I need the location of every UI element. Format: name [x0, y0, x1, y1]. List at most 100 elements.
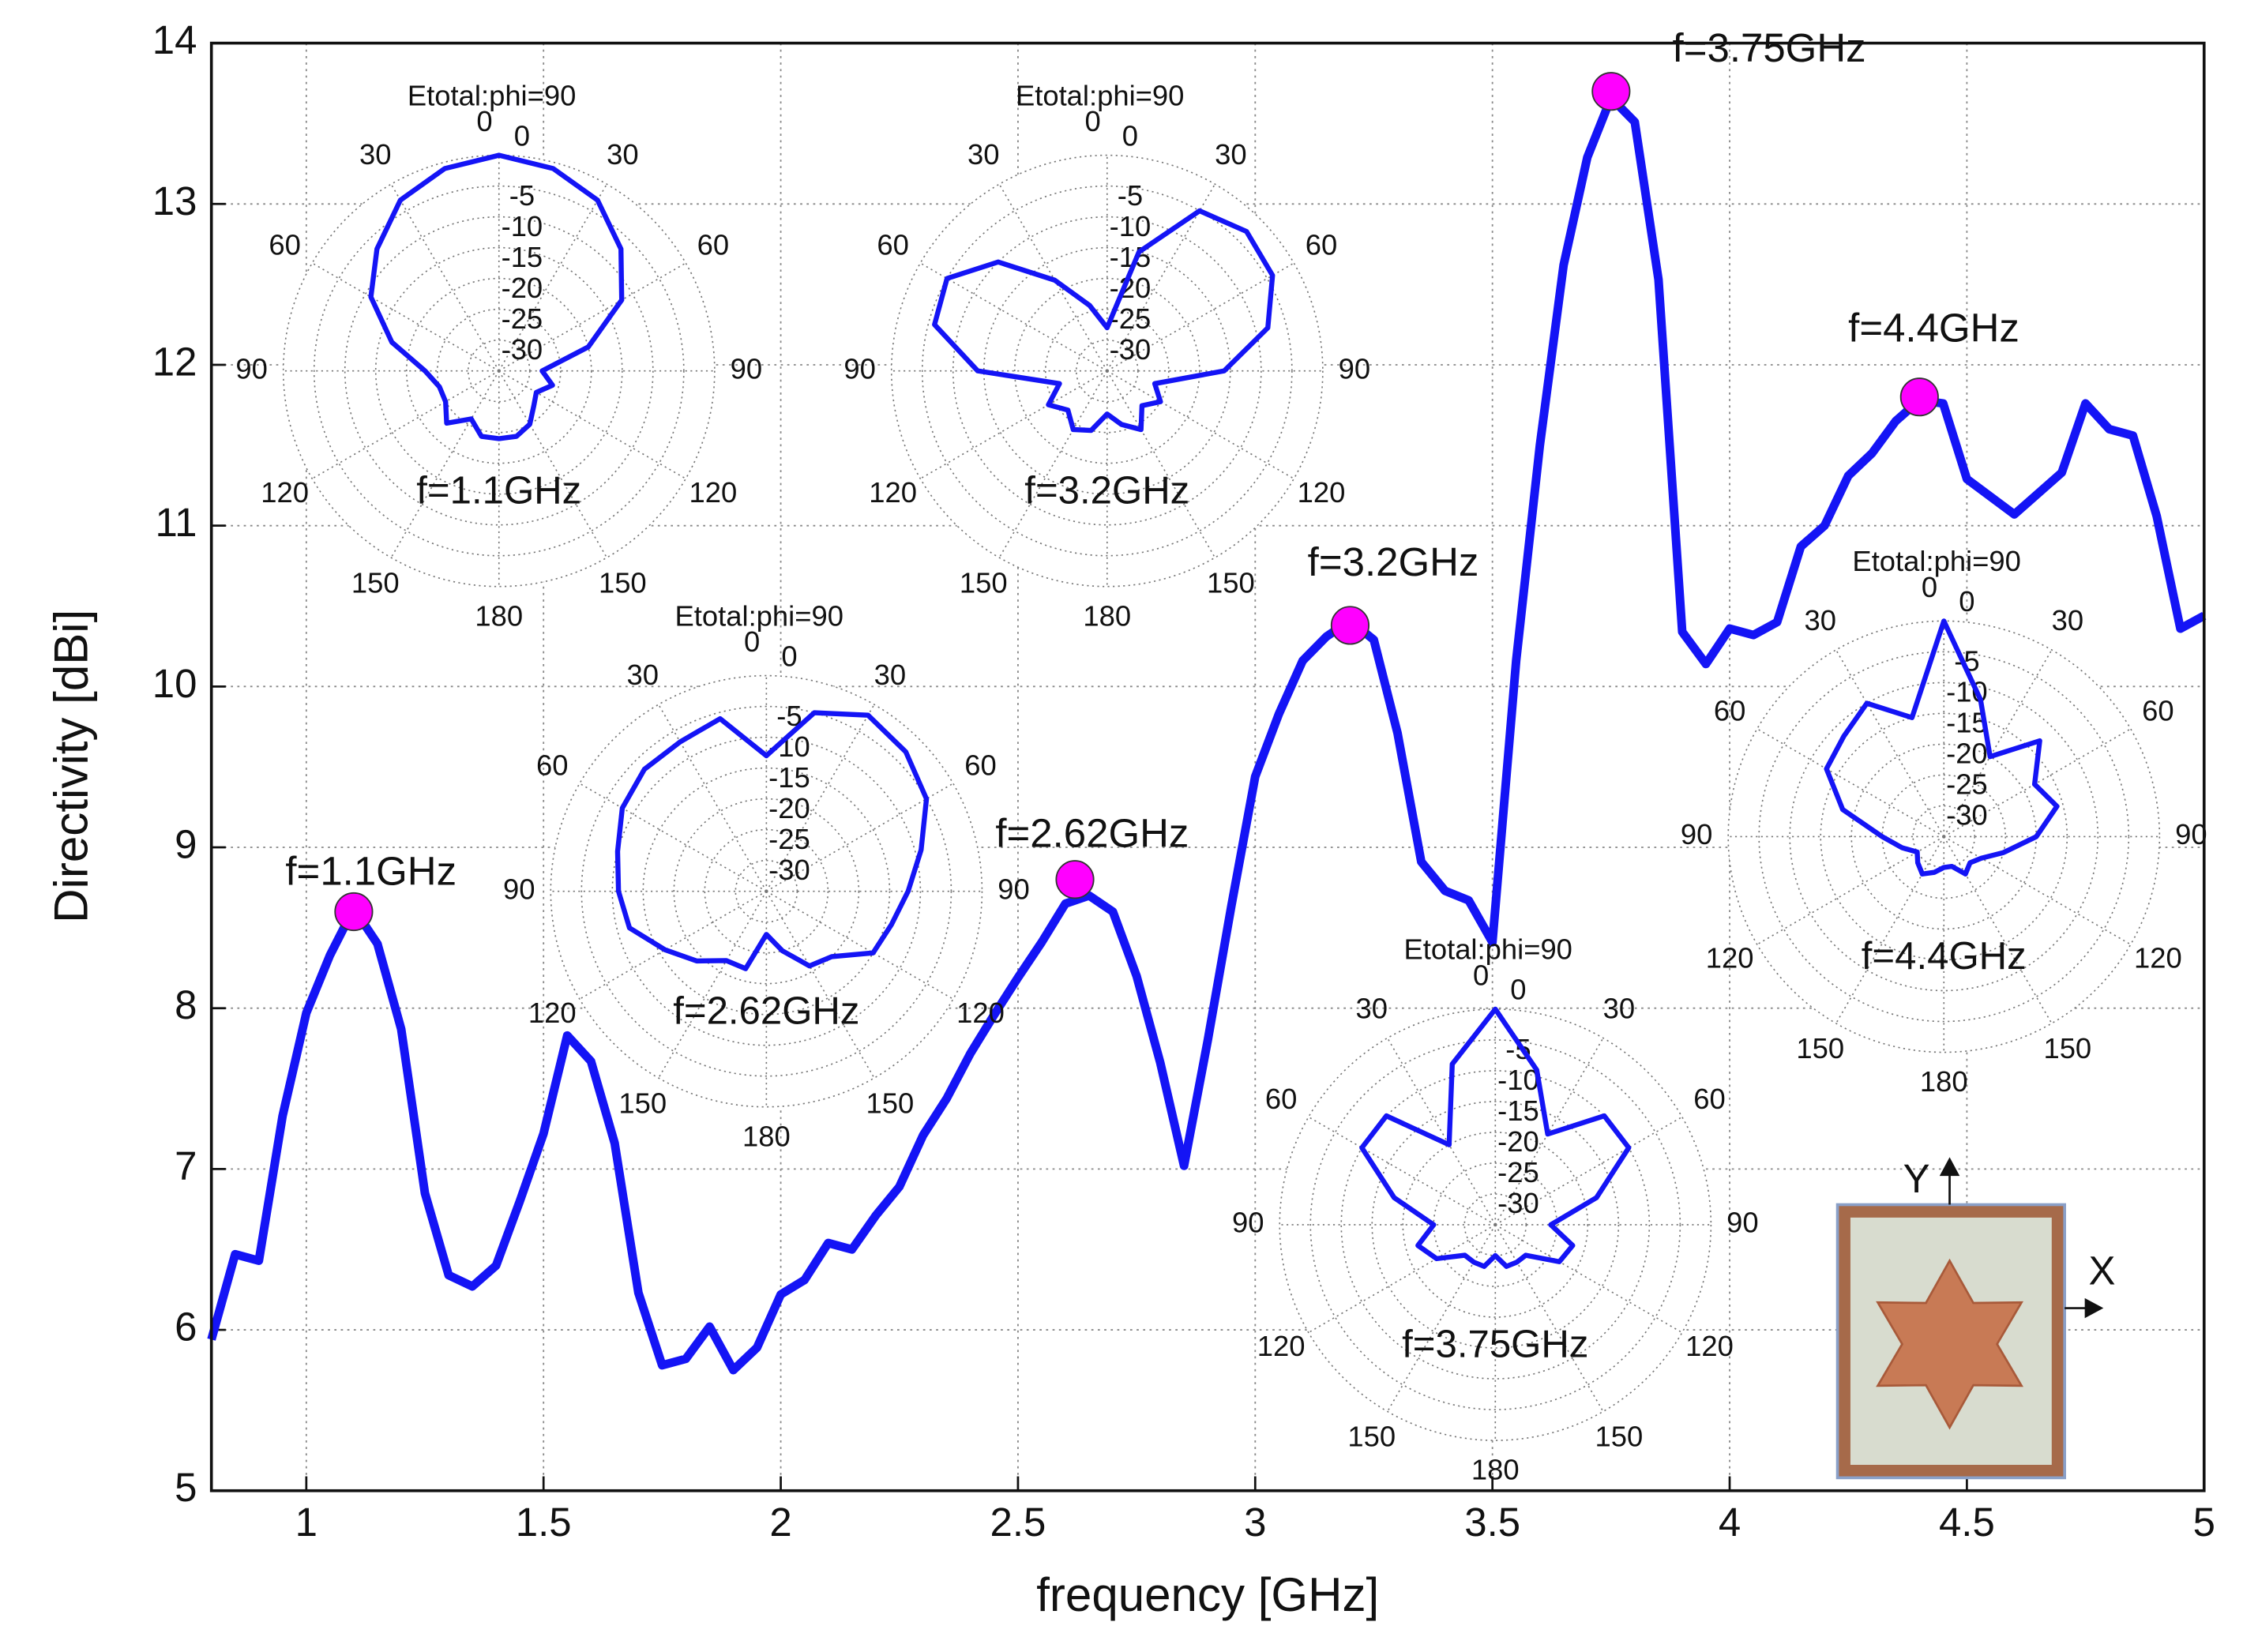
y-tick-label: 5 — [175, 1465, 197, 1510]
polar-radial-label: -10 — [502, 210, 543, 242]
data: f=1.1GHz f=2.62GHz f=3.2GHz f=3.75GHz f=4.4G… — [207, 25, 2207, 1375]
polar-angle-label: 150 — [351, 566, 400, 599]
polar-angle-label: 90 — [998, 873, 1029, 905]
polar-angle-label: 0 — [1473, 959, 1489, 991]
polar-radial-label: 0 — [1959, 585, 1974, 618]
plot-frame — [209, 41, 2206, 1492]
polar-ring — [1789, 681, 2099, 992]
polar-title: Etotal:phi=90 — [675, 599, 843, 632]
polar-ring — [1309, 1039, 1681, 1410]
polar-angle-label: 120 — [956, 997, 1005, 1029]
photo-x-label: X — [2089, 1248, 2116, 1293]
y-tick-label: 7 — [175, 1143, 197, 1188]
polar-ring — [1075, 339, 1139, 403]
antenna-photo: Y X — [1835, 1156, 2116, 1480]
peak-marker — [334, 892, 374, 932]
polar-frequency-label: f=3.2GHz — [1024, 469, 1189, 512]
polar-ring — [1402, 1132, 1589, 1318]
polar-radial-label: -10 — [1110, 210, 1152, 242]
polar-title: Etotal:phi=90 — [408, 79, 576, 111]
polar-angle-label: 90 — [1339, 352, 1370, 385]
polar-angle-label: 60 — [1693, 1083, 1725, 1115]
polar-angle-label: 90 — [1681, 818, 1712, 850]
polar-ring — [1463, 1193, 1527, 1256]
polar-angle-label: 30 — [2052, 604, 2083, 636]
polar-angle-label: 150 — [1347, 1421, 1396, 1453]
polar-radial-label: -15 — [502, 241, 543, 273]
polar-radial-label: 0 — [514, 119, 530, 152]
y-axis-title: Directivity [dBi] — [45, 610, 98, 923]
polar-angle-label: 0 — [744, 625, 760, 658]
polar-angle-label: 30 — [1356, 992, 1388, 1024]
y-tick-label: 14 — [152, 17, 197, 62]
polar-pattern — [614, 710, 930, 971]
polar-inset: 03030606090901201201501501800-5-10-15-20… — [235, 79, 762, 632]
polar-angle-label: 120 — [1706, 942, 1754, 974]
polar-radial-label: -5 — [509, 179, 535, 212]
polar-ring — [436, 308, 562, 434]
polar-title: Etotal:phi=90 — [1016, 79, 1184, 111]
peak-label: f=3.75GHz — [1673, 25, 1866, 70]
polar-angle-label: 30 — [1215, 138, 1246, 171]
polar-ring — [704, 828, 829, 954]
polar-angle-label: 90 — [1726, 1207, 1758, 1239]
polar-angle-label: 150 — [1796, 1032, 1844, 1064]
polar-ring — [952, 216, 1262, 526]
polar-ring — [344, 216, 654, 526]
polar-angle-label: 150 — [2043, 1032, 2091, 1064]
polar-frequency-label: f=2.62GHz — [673, 989, 859, 1032]
polar-radial-label: 0 — [781, 640, 797, 672]
polar-ring — [1758, 651, 2130, 1023]
polar-radial-label: -15 — [1497, 1094, 1539, 1127]
polar-angle-label: 30 — [1603, 992, 1635, 1024]
y-tick-label: 8 — [175, 982, 197, 1027]
x-tick-label: 4 — [1719, 1500, 1741, 1545]
polar-angle-label: 120 — [2134, 942, 2182, 974]
polar-radial-label: -5 — [1505, 1033, 1531, 1065]
polar-angle-label: 150 — [599, 566, 647, 599]
polar-frequency-label: f=1.1GHz — [416, 469, 581, 512]
polar-radial-label: -30 — [502, 333, 543, 366]
polar-angle-label: 30 — [874, 659, 906, 691]
polar-radial-label: 0 — [1510, 974, 1526, 1006]
x-tick-label: 5 — [2193, 1500, 2215, 1545]
peak-marker — [1330, 606, 1370, 645]
polar-frequency-label: f=4.4GHz — [1862, 935, 2027, 978]
polar-angle-label: 30 — [359, 138, 391, 171]
polar-angle-label: 180 — [1471, 1454, 1520, 1486]
peak-marker — [1591, 72, 1631, 111]
fractal-patch — [1876, 1258, 2023, 1430]
polar-ring — [673, 798, 860, 985]
polar-angle-label: 120 — [689, 476, 738, 509]
y-arrowhead — [1939, 1157, 1960, 1177]
polar-ring — [1433, 1162, 1558, 1287]
polar-angle-label: 120 — [1685, 1330, 1734, 1362]
polar-frequency-label: f=3.75GHz — [1402, 1323, 1588, 1366]
polar-ring — [921, 185, 1293, 557]
x-tick-label: 3.5 — [1464, 1500, 1520, 1545]
directivity-line — [207, 93, 2207, 1375]
polar-ring — [1044, 308, 1170, 434]
peak-label: f=4.4GHz — [1848, 305, 2019, 350]
polar-ring — [1881, 774, 2007, 899]
polar-pattern — [1824, 618, 2060, 877]
polar-title: Etotal:phi=90 — [1852, 545, 2020, 577]
polar-angle-label: 180 — [742, 1120, 791, 1152]
polar-ring — [405, 277, 592, 464]
polar-inset: 03030606090901201201501501800-5-10-15-20… — [503, 599, 1030, 1152]
polar-angle-label: 120 — [1257, 1330, 1306, 1362]
polar-ring — [550, 674, 983, 1108]
polar-angle-label: 150 — [866, 1087, 915, 1119]
polar-angle-label: 60 — [1265, 1083, 1297, 1115]
y-tick-label: 11 — [156, 500, 197, 545]
peak-label: f=1.1GHz — [285, 849, 456, 894]
peak-label: f=3.2GHz — [1308, 539, 1479, 584]
polar-ring — [580, 705, 952, 1077]
polar-angle-label: 150 — [1207, 566, 1255, 599]
polar-radial-label: -10 — [1497, 1064, 1539, 1096]
x-axis-title: frequency [GHz] — [1036, 1568, 1379, 1621]
polar-angle-label: 30 — [627, 659, 659, 691]
polar-inset: 03030606090901201201501501800-5-10-15-20… — [1681, 545, 2207, 1098]
polar-angle-label: 120 — [1298, 476, 1346, 509]
polar-ring — [467, 339, 531, 403]
